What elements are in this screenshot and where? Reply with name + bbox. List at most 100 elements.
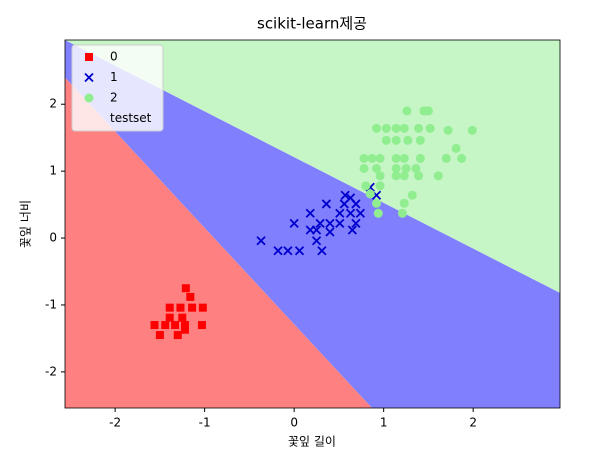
point [381, 123, 391, 133]
point [150, 321, 159, 330]
chart-title: scikit-learn제공 [257, 15, 367, 33]
point [375, 181, 385, 191]
point [340, 190, 350, 200]
point [171, 321, 180, 330]
x-axis-label: 꽃잎 길이 [288, 435, 336, 449]
y-tick-label: 2 [49, 97, 57, 111]
y-tick-label: 0 [49, 231, 57, 245]
point [415, 135, 425, 145]
x-tick-label: -1 [199, 416, 211, 430]
point [256, 236, 266, 246]
plot-area [65, 40, 560, 408]
legend-label: testset [110, 111, 152, 125]
legend-marker [85, 53, 93, 61]
point [372, 198, 382, 208]
point [317, 246, 327, 256]
point [403, 135, 413, 145]
point [433, 171, 443, 181]
point [161, 321, 170, 330]
point [414, 171, 424, 181]
point [367, 153, 377, 163]
legend: 0 1 2 testset [71, 44, 164, 132]
point [399, 198, 409, 208]
decision-region [65, 40, 560, 293]
legend-label: 1 [110, 70, 118, 84]
point [180, 325, 189, 334]
point [197, 321, 206, 330]
point [414, 123, 424, 133]
point [321, 199, 332, 209]
y-tick-label: -1 [45, 297, 57, 311]
point [375, 153, 385, 163]
legend-label: 2 [110, 91, 118, 105]
point [419, 106, 429, 116]
point [186, 292, 195, 301]
point [273, 246, 283, 256]
point [365, 189, 375, 199]
point [399, 153, 409, 163]
point [399, 123, 409, 133]
point [457, 153, 467, 163]
point [373, 208, 383, 218]
x-tick-label: 1 [380, 416, 388, 430]
point [361, 181, 371, 191]
point [372, 163, 382, 173]
point [335, 218, 345, 228]
point [411, 163, 421, 173]
point [165, 303, 174, 312]
y-tick-label: -2 [45, 364, 57, 378]
point [173, 331, 182, 340]
point [391, 171, 401, 181]
x-tick-label: 0 [290, 416, 298, 430]
point [407, 190, 417, 200]
decision-region [65, 40, 560, 408]
y-tick-label: 1 [49, 164, 57, 178]
y-axis-label: 꽃잎 너비 [19, 200, 33, 248]
point [359, 163, 369, 173]
legend-marker [84, 93, 94, 103]
point [283, 246, 293, 256]
point [176, 303, 185, 312]
point [155, 331, 164, 340]
point [391, 163, 401, 173]
point [289, 218, 299, 228]
point [345, 193, 356, 203]
point [294, 246, 305, 256]
point [402, 106, 412, 116]
point [325, 218, 335, 228]
point [372, 123, 382, 133]
legend-box [71, 44, 164, 132]
legend-marker [84, 72, 94, 83]
plot-frame [64, 39, 561, 409]
point [441, 153, 451, 163]
point [325, 227, 335, 237]
point [347, 225, 357, 235]
point [198, 303, 207, 312]
point [401, 163, 411, 173]
point [391, 153, 401, 163]
legend-label: 0 [110, 50, 118, 64]
point [399, 171, 409, 181]
point [443, 125, 453, 135]
point [305, 208, 315, 218]
point [359, 153, 369, 163]
point [315, 218, 325, 228]
point [335, 208, 345, 218]
point [178, 313, 187, 322]
point [188, 303, 197, 312]
point [381, 135, 391, 145]
point [375, 171, 385, 181]
point [451, 143, 461, 153]
point [391, 135, 401, 145]
point [165, 313, 174, 322]
point [391, 123, 401, 133]
point [355, 208, 366, 218]
point [351, 218, 361, 228]
point [467, 125, 477, 135]
point [397, 208, 407, 218]
point [345, 208, 356, 218]
point [425, 123, 435, 133]
point [181, 284, 190, 293]
